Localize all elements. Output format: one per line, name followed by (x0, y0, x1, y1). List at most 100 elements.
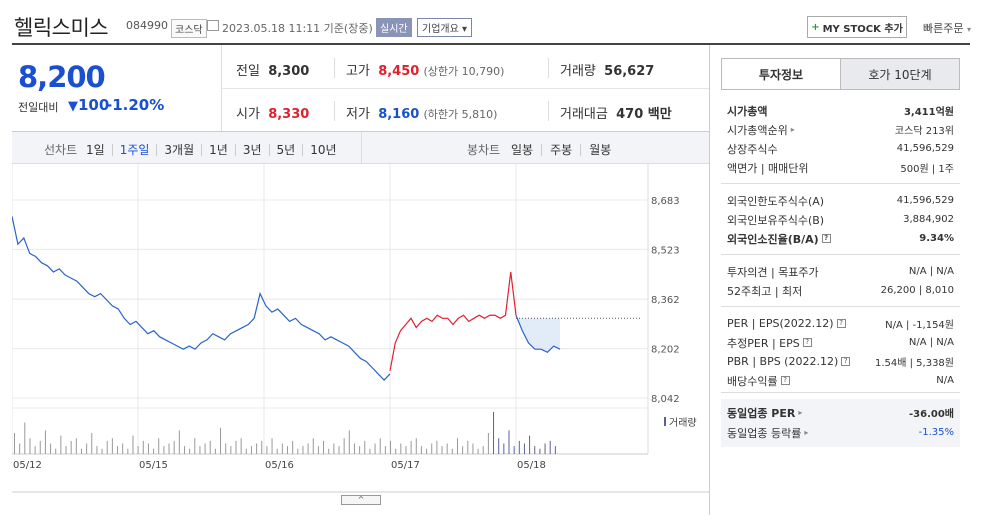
volume-bar (142, 440, 144, 454)
line-period-tab-3[interactable]: 1년 (209, 143, 228, 157)
volume-bar (312, 438, 314, 454)
volume-bar (431, 443, 433, 454)
volume-bar (472, 443, 474, 454)
volume-bar (518, 440, 520, 454)
volume-bar (86, 443, 88, 454)
info-row: 외국인한도주식수(A) 41,596,529 (727, 191, 954, 210)
info-row-value: 26,200 | 8,010 (880, 285, 954, 296)
info-row: 동일업종 PER ▸ -36.00배 (727, 403, 954, 422)
volume-bar (117, 446, 119, 454)
help-icon[interactable]: ? (780, 376, 790, 385)
chevron-right-icon[interactable]: ▸ (798, 408, 803, 417)
volume-bar (101, 448, 103, 454)
divider (334, 58, 335, 78)
volume-bar (359, 446, 361, 454)
right-panel-tabs: 투자정보 호가 10단계 (721, 58, 960, 90)
line-period-tab-6[interactable]: 10년 (310, 143, 337, 157)
tab-separator (580, 143, 582, 156)
info-row-label: 동일업종 PER (727, 406, 796, 420)
help-icon[interactable]: ? (836, 319, 846, 328)
volume-bar (29, 438, 31, 454)
realtime-badge[interactable]: 실시간 (376, 18, 412, 37)
quote-datetime: 2023.05.18 11:11 기준(장중) (222, 22, 373, 35)
right-panel-tab-1[interactable]: 호가 10단계 (840, 59, 959, 89)
volume-bar (14, 433, 15, 454)
volume-bar (183, 446, 185, 454)
tab-separator (111, 143, 113, 156)
right-panel-tab-0[interactable]: 투자정보 (722, 59, 840, 89)
line-period-tab-0[interactable]: 1일 (86, 143, 105, 157)
info-row: 상장주식수 41,596,529 (727, 139, 954, 158)
volume-bar (80, 448, 82, 454)
volume-bar (441, 446, 443, 454)
volume-bar (297, 448, 299, 454)
volume-bar (467, 440, 469, 454)
volume-bar (451, 448, 453, 454)
volume-bar (508, 430, 510, 454)
price-panel (12, 45, 222, 131)
info-row-label: 시가총액 (727, 104, 768, 118)
tab-separator (302, 143, 304, 156)
chart-border (709, 45, 710, 515)
volume-bar (158, 438, 160, 454)
info-row-value: 41,596,529 (896, 143, 954, 154)
chart-scroll-handle[interactable]: ^ (341, 495, 381, 505)
volume-bar (153, 448, 155, 454)
info-row-label: 액면가 | 매매단위 (727, 161, 809, 175)
volume-bar (410, 440, 412, 454)
help-icon[interactable]: ? (821, 234, 831, 243)
chevron-down-icon: ▾ (462, 24, 468, 35)
volume-bar (523, 443, 525, 454)
volume-bar (477, 448, 479, 454)
stock-code: 084990 (126, 19, 168, 32)
candle-period-tab-2[interactable]: 월봉 (589, 143, 612, 157)
chevron-right-icon[interactable]: ▸ (790, 125, 795, 134)
price-chart[interactable]: 8,683 8,523 8,362 8,202 8,042 거래량 05/12 05/15 05… (12, 164, 709, 498)
help-icon[interactable]: ? (841, 357, 851, 366)
add-my-stock-button[interactable]: + MY STOCK 추가 (807, 16, 907, 38)
open-price: 시가 8,330 (236, 103, 309, 122)
info-row-label: 외국인한도주식수(A) (727, 194, 825, 208)
info-row-label: 52주최고 | 최저 (727, 284, 803, 298)
info-row-value: 3,411억원 (903, 107, 954, 118)
quick-order-dropdown[interactable]: 빠른주문 ▾ (923, 20, 971, 36)
divider (548, 58, 549, 78)
info-row: 액면가 | 매매단위 500원 | 1주 (727, 158, 954, 177)
volume-bar (554, 446, 556, 454)
volume-bar (446, 443, 448, 454)
info-row: 투자의견 | 목표주가 N/A | N/A (727, 262, 954, 281)
candle-period-tab-1[interactable]: 주봉 (550, 143, 573, 157)
volume-bar (204, 443, 206, 454)
price-line (12, 216, 391, 381)
company-overview-dropdown[interactable]: 기업개요 ▾ (417, 18, 473, 37)
help-icon[interactable]: ? (802, 338, 812, 347)
chevron-right-icon[interactable]: ▸ (804, 428, 809, 437)
info-row-label: 외국인소진율(B/A) (727, 232, 819, 246)
volume-bar (503, 443, 505, 454)
change-label: 전일대비 (18, 101, 59, 114)
tabs-divider (361, 132, 362, 164)
amount-label: 거래대금 (560, 107, 608, 122)
volume-bar (39, 440, 41, 454)
line-period-tab-1[interactable]: 1주일 (119, 143, 150, 157)
line-period-tab-2[interactable]: 3개월 (164, 143, 195, 157)
volume-label: 거래량 (669, 417, 697, 429)
volume-bar (65, 446, 67, 454)
volume-bar (127, 448, 129, 454)
x-tick-label: 05/15 (139, 460, 168, 471)
volume-bar (225, 443, 227, 454)
info-row: 52주최고 | 최저 26,200 | 8,010 (727, 281, 954, 300)
volume-bar (498, 438, 500, 454)
y-tick-label: 8,202 (651, 345, 680, 356)
volume-bar (137, 446, 139, 454)
volume-bar (420, 446, 422, 454)
volume-bar (374, 443, 376, 454)
info-row-label: PER | EPS(2022.12) (727, 317, 834, 330)
info-row-label: 배당수익률 (727, 374, 778, 388)
line-period-tab-5[interactable]: 5년 (276, 143, 296, 157)
line-period-tab-4[interactable]: 3년 (242, 143, 262, 157)
low-price: 저가 8,160 (하한가 5,810) (346, 103, 497, 122)
candle-period-tab-0[interactable]: 일봉 (511, 143, 534, 157)
low-label: 저가 (346, 107, 370, 122)
volume-bar (426, 448, 428, 454)
